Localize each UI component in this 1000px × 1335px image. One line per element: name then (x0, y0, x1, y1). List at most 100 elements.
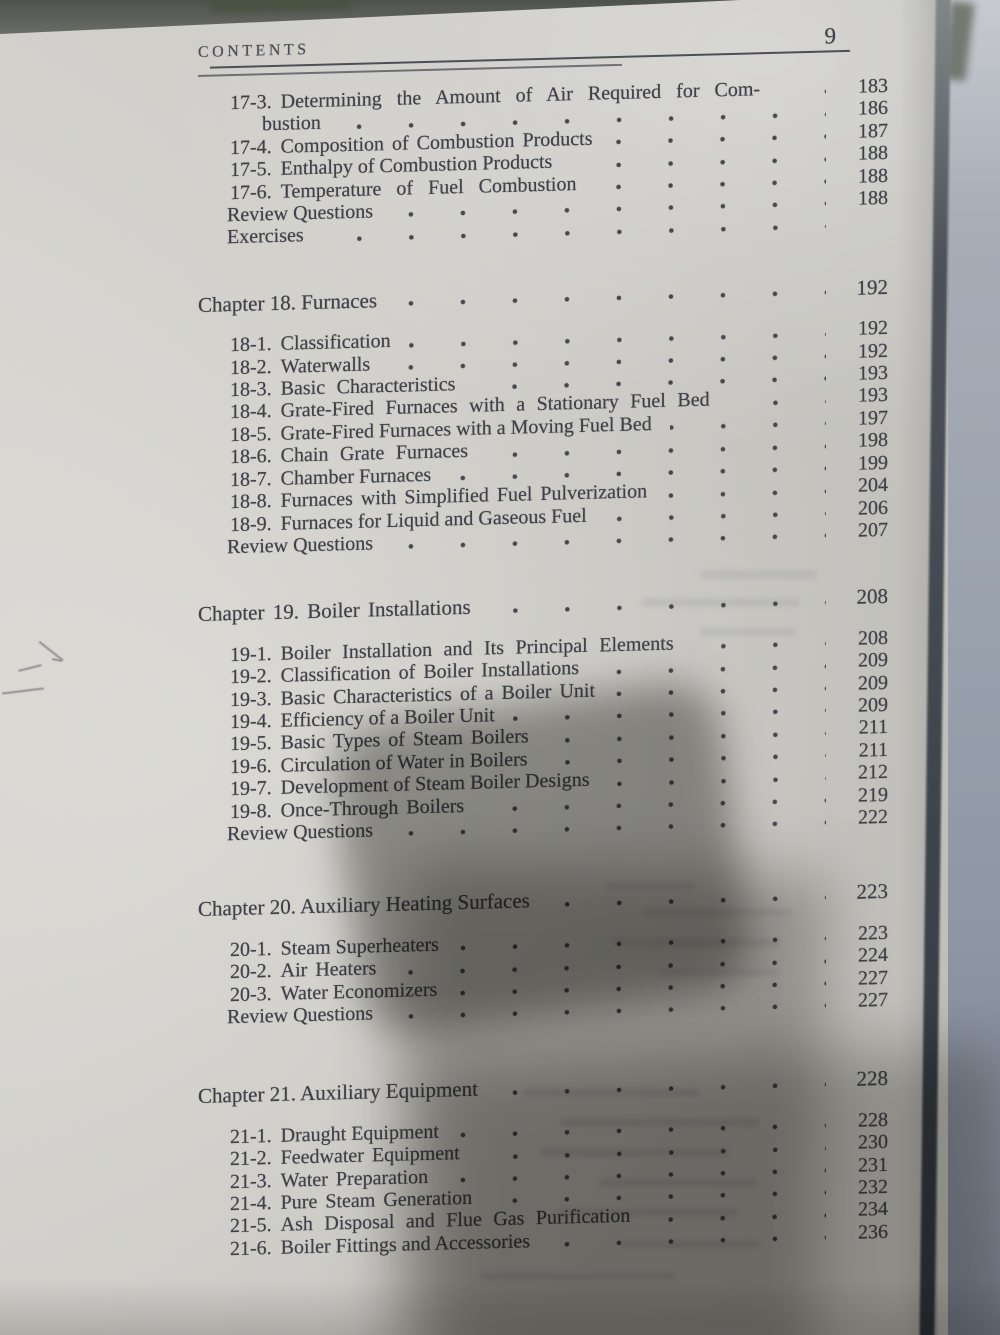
toc-page-number (836, 226, 888, 227)
dot-leader (395, 289, 826, 308)
toc-page-number: 228 (858, 1108, 888, 1132)
dot-leader (665, 488, 826, 499)
toc-entry-number: 18-6. (230, 445, 272, 469)
toc-page-number: 211 (858, 716, 888, 739)
toc-entry-title: Exercises (227, 224, 304, 249)
background-cloth (948, 0, 1000, 1335)
pencil-scribble (38, 640, 64, 662)
toc-page-number: 192 (858, 339, 888, 363)
toc-chapter-title: Chapter 20. Auxiliary Heating Surfaces (198, 888, 530, 922)
toc-entry-number: 17-5. (230, 158, 272, 182)
toc-entry-number: 18-8. (230, 490, 272, 514)
toc-entry-number: 18-7. (230, 467, 272, 491)
toc-entry-title: Waterwalls (280, 353, 371, 378)
toc-entry-number: 17-6. (230, 180, 272, 204)
toc-page-number: 209 (858, 649, 888, 672)
toc-entry-number: 20-3. (230, 982, 272, 1006)
toc-page-number: 224 (858, 944, 888, 967)
toc-chapter-row: Chapter 21. Auxiliary Equipment 228 (196, 1066, 889, 1109)
toc-entry-title: Review Questions (227, 200, 374, 227)
toc-page-number: 234 (858, 1198, 888, 1222)
toc-entry-number: 21-6. (230, 1236, 272, 1260)
bleed-through-text (700, 628, 796, 636)
toc-page-number: 232 (858, 1175, 888, 1199)
pencil-scribble (18, 664, 42, 672)
toc-page-number: 208 (858, 626, 888, 650)
toc-page-number: 197 (858, 406, 888, 430)
toc-entry-number: 21-2. (230, 1147, 272, 1171)
toc-entry-number: 18-1. (230, 333, 272, 357)
toc-entry-number: 19-5. (230, 732, 272, 756)
toc-page-number: 193 (858, 361, 888, 385)
toc-entry-number: 19-8. (230, 799, 272, 823)
dot-leader (648, 1212, 826, 1223)
toc-page-number: 188 (858, 164, 888, 188)
toc-section-s19: Chapter 19. Boiler Installations 208 19-1.… (196, 584, 888, 846)
table-of-contents: CONTENTS 9 17-3. Determining the Amount o… (196, 18, 888, 1261)
toc-page-number: 204 (858, 473, 888, 497)
toc-entry-number: 19-3. (230, 687, 272, 711)
toc-page-number: 192 (858, 317, 888, 340)
toc-entry-title: Steam Superheaters (280, 933, 439, 960)
toc-entry-number: 21-1. (230, 1124, 272, 1148)
toc-section-s18: Chapter 18. Furnaces 192 18-1. Classificati… (196, 274, 889, 560)
toc-page-number: 199 (858, 451, 888, 475)
toc-entry-title: bustion (262, 112, 321, 136)
toc-page-number: 198 (858, 429, 888, 452)
toc-entry-title: Review Questions (227, 819, 374, 846)
toc-page-number: 222 (858, 805, 888, 829)
contents-header: CONTENTS 9 (196, 18, 888, 62)
toc-entry-title: Review Questions (227, 1002, 374, 1029)
toc-page-number: 228 (856, 1066, 889, 1092)
toc-page-number: 188 (858, 186, 888, 210)
toc-entry-number: 19-6. (230, 754, 272, 778)
toc-entry-number: 18-3. (230, 378, 272, 402)
contents-heading: CONTENTS (198, 41, 310, 61)
toc-entry-number: 19-7. (230, 777, 272, 801)
toc-entry-title: Review Questions (227, 532, 374, 559)
toc-entry-number: 18-2. (230, 355, 272, 379)
toc-entry-number: 20-1. (230, 937, 272, 961)
toc-page-number: 186 (858, 97, 888, 121)
toc-entry-number: 18-9. (230, 512, 272, 536)
toc-page-number: 230 (858, 1131, 888, 1154)
toc-page-number: 219 (858, 783, 888, 807)
toc-section-s20: Chapter 20. Auxiliary Heating Surfaces 22… (196, 879, 888, 1029)
dot-leader (488, 599, 826, 615)
toc-chapter-title: Chapter 19. Boiler Installations (198, 595, 471, 627)
dot-leader (391, 532, 826, 551)
dot-leader (321, 223, 826, 243)
toc-chapter-row: Chapter 18. Furnaces 192 (196, 274, 889, 317)
toc-entry-title: Feedwater Equipment (280, 1142, 460, 1170)
dot-leader (669, 420, 826, 431)
toc-page-number: 206 (858, 496, 888, 520)
toc-page-number: 188 (858, 142, 888, 165)
dot-leader (547, 894, 826, 908)
toc-page-number: 211 (858, 738, 888, 762)
bottom-vignette (0, 1280, 1000, 1335)
toc-entry-title: Air Heaters (280, 957, 377, 982)
toc-entry-title: Water Economizers (280, 978, 438, 1005)
toc-page-number: 227 (858, 966, 888, 990)
toc-entry-number: 19-2. (230, 665, 272, 689)
toc-page-number: 183 (858, 74, 888, 98)
dot-leader (691, 640, 826, 651)
dot-leader (391, 819, 826, 838)
toc-page-number: 209 (858, 671, 888, 695)
toc-chapter-title: Chapter 18. Furnaces (198, 288, 378, 317)
toc-entry-number: 17-3. (230, 91, 272, 115)
toc-page-number: 212 (858, 761, 888, 784)
toc-page-number: 223 (858, 921, 888, 945)
dot-leader (391, 1002, 826, 1021)
toc-entry-number: 18-4. (230, 400, 272, 424)
toc-entry-number: 20-2. (230, 960, 272, 984)
dot-leader (495, 1081, 826, 1096)
toc-entry-title: Classification (280, 330, 391, 356)
toc-chapter-title: Chapter 21. Auxiliary Equipment (198, 1077, 478, 1109)
toc-page-number: 192 (856, 274, 889, 300)
toc-page-number: 209 (858, 693, 888, 717)
toc-entry-number: 21-3. (230, 1169, 272, 1193)
toc-page-number: 193 (858, 384, 888, 408)
dot-leader (727, 398, 826, 407)
